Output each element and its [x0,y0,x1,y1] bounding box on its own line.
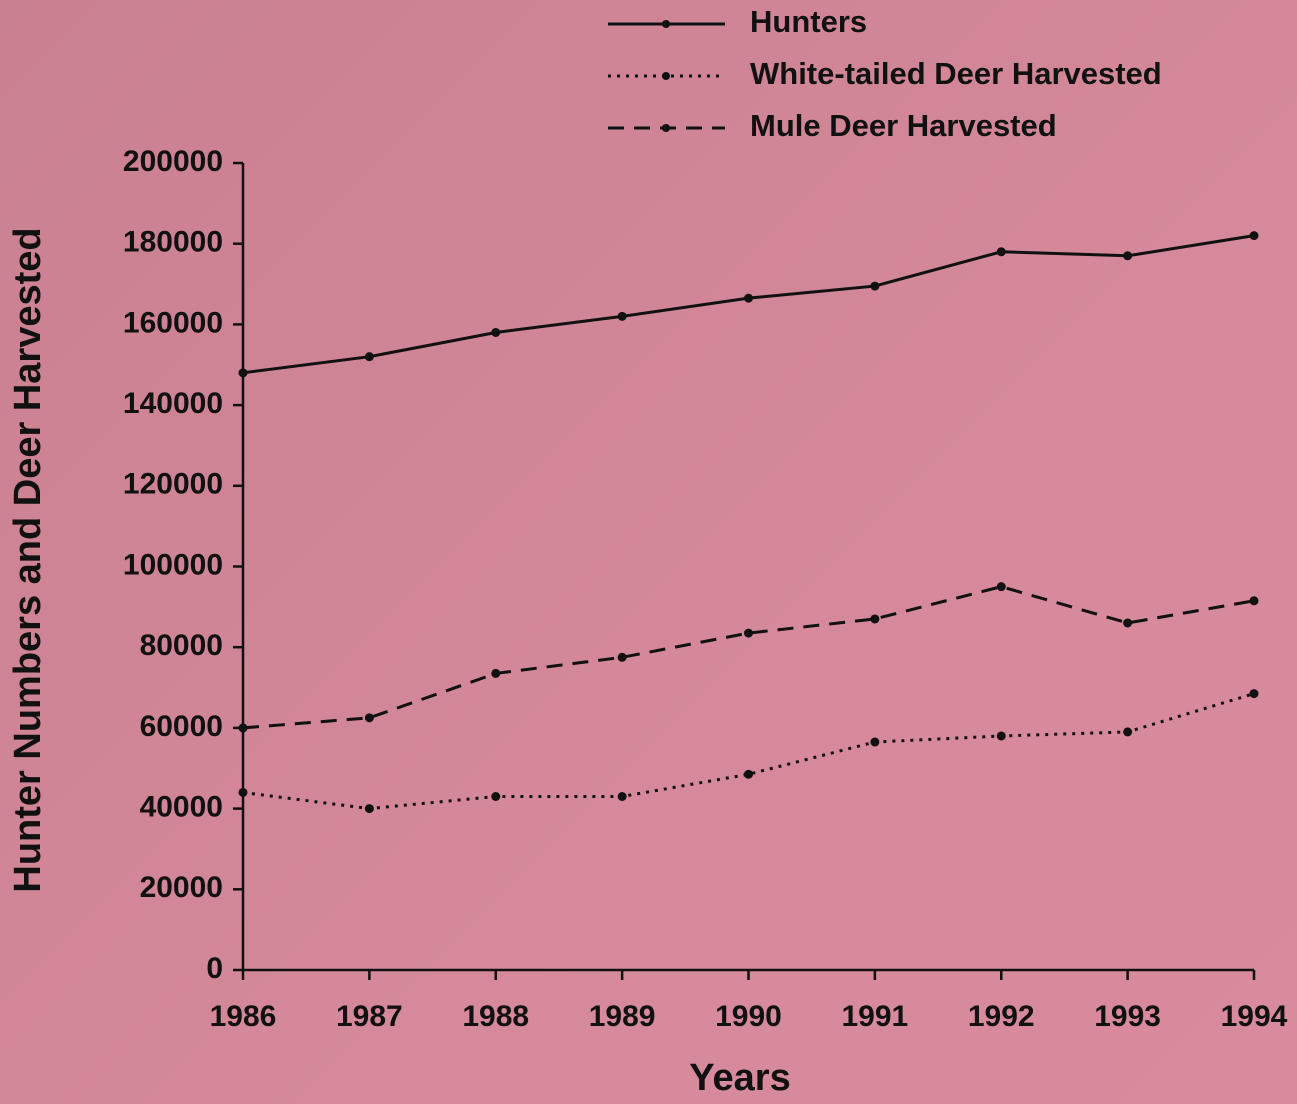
x-axis-title: Years [689,1057,790,1099]
data-point [618,653,627,662]
legend-marker [662,124,670,132]
data-point [1250,596,1259,605]
legend-label: White-tailed Deer Harvested [750,56,1162,91]
x-tick-label: 1988 [462,1000,529,1033]
data-point [744,629,753,638]
data-point [870,614,879,623]
data-point [365,804,374,813]
y-tick-label: 20000 [140,871,223,904]
y-tick-label: 140000 [123,387,223,420]
data-point [997,582,1006,591]
x-tick-label: 1990 [715,1000,782,1033]
y-tick-label: 40000 [140,791,223,824]
data-point [365,713,374,722]
y-tick-label: 0 [206,952,223,985]
data-point [491,328,500,337]
series-line [243,587,1254,728]
data-point [491,669,500,678]
data-point [870,282,879,291]
x-tick-label: 1993 [1094,1000,1161,1033]
legend-label: Mule Deer Harvested [750,108,1057,143]
x-tick-label: 1994 [1221,1000,1288,1033]
data-point [618,312,627,321]
series-line [243,236,1254,373]
page: {"chart_data": {"type": "line", "x_label… [0,0,1297,1104]
data-point [870,738,879,747]
y-tick-label: 100000 [123,548,223,581]
x-tick-label: 1992 [968,1000,1035,1033]
data-point [239,788,248,797]
data-point [491,792,500,801]
x-tick-label: 1986 [210,1000,277,1033]
data-point [744,770,753,779]
legend-marker [662,20,670,28]
data-point [1250,231,1259,240]
data-point [997,731,1006,740]
data-point [239,723,248,732]
data-point [1123,618,1132,627]
x-tick-label: 1991 [842,1000,909,1033]
y-tick-label: 180000 [123,226,223,259]
data-point [618,792,627,801]
y-tick-label: 160000 [123,306,223,339]
y-tick-label: 60000 [140,710,223,743]
data-point [1250,689,1259,698]
x-tick-label: 1989 [589,1000,656,1033]
data-point [239,368,248,377]
y-tick-label: 200000 [123,145,223,178]
y-axis-title: Hunter Numbers and Deer Harvested [7,227,49,892]
data-point [1123,251,1132,260]
y-tick-label: 120000 [123,468,223,501]
x-tick-label: 1987 [336,1000,403,1033]
series-line [243,694,1254,809]
data-point [997,247,1006,256]
data-point [1123,727,1132,736]
chart: Years Hunter Numbers and Deer Harvested … [0,0,1297,1104]
legend-marker [662,72,670,80]
y-tick-label: 80000 [140,629,223,662]
data-point [365,352,374,361]
data-point [744,294,753,303]
legend-label: Hunters [750,4,867,39]
